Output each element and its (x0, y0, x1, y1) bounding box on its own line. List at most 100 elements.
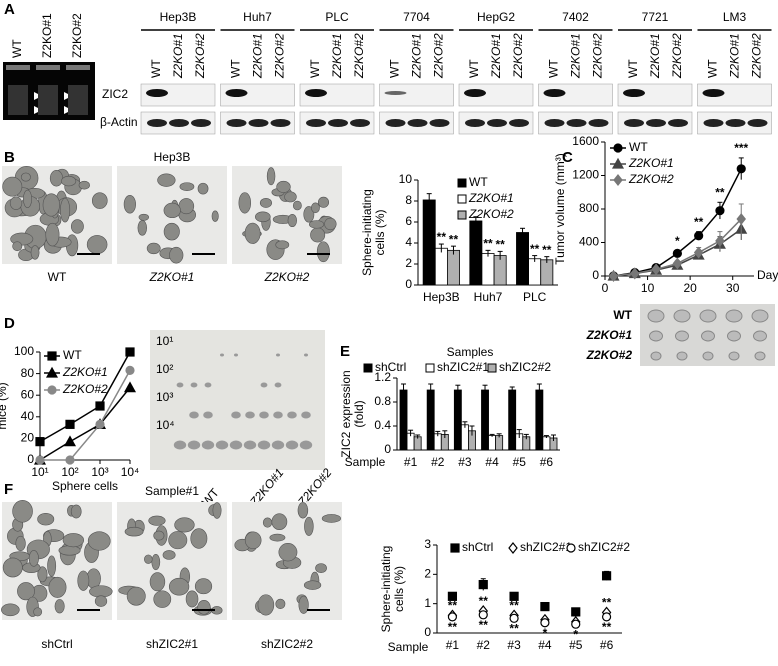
x-tick-label: #6 (600, 638, 614, 652)
bar (481, 389, 489, 451)
panel-label: F (4, 481, 13, 498)
marker (35, 437, 45, 447)
y-tick-label: 10 (399, 172, 413, 186)
significance: * (543, 603, 548, 617)
gel-smear (8, 85, 28, 115)
sphere (77, 570, 90, 591)
tumor (276, 353, 280, 357)
tumor (753, 330, 767, 342)
photo-row-label: 10⁴ (156, 418, 175, 432)
cell-line-label: 7721 (642, 10, 669, 24)
sphere (275, 598, 286, 610)
sphere (238, 192, 252, 214)
bar (426, 389, 435, 451)
y-axis-label: (fold) (352, 400, 366, 427)
tumor (260, 382, 268, 388)
photo-row-label: 10¹ (156, 334, 173, 348)
tumor (203, 411, 213, 419)
y-tick-label: 400 (579, 235, 599, 249)
marker (45, 366, 59, 378)
cell-line-label: 7704 (403, 10, 430, 24)
marker (608, 270, 619, 282)
tumor (287, 411, 297, 419)
photo-caption: Z2KO#1 (149, 270, 195, 284)
lane-label: WT (149, 59, 163, 78)
marker (693, 246, 704, 259)
y-tick-label: 1200 (572, 168, 599, 182)
lane-label: Z2KO#2 (193, 33, 207, 79)
actin-band (646, 119, 666, 127)
sphere (137, 220, 147, 236)
tumor (701, 330, 715, 342)
sphere (12, 500, 33, 523)
panel-label: E (340, 343, 350, 360)
lane-label: WT (547, 59, 561, 78)
tumor (650, 351, 662, 361)
marker (630, 267, 640, 280)
sphere (86, 235, 108, 254)
lane-label: Z2KO#1 (171, 33, 185, 79)
photo-caption: shZIC2#1 (146, 637, 198, 651)
x-tick-label: 0 (602, 281, 609, 295)
gel-smear (38, 85, 58, 115)
photo-row-label: 10³ (156, 390, 173, 404)
actin-band (169, 119, 189, 127)
lane-label: Z2KO#2 (670, 33, 684, 79)
significance: ** (449, 232, 459, 246)
sphere (157, 173, 176, 187)
y-tick-label: 0 (384, 442, 391, 456)
actin-band (487, 119, 507, 127)
sphere (60, 197, 71, 223)
actin-band (191, 119, 211, 127)
sphere (317, 196, 330, 208)
zic2-band (702, 89, 725, 97)
sphere (37, 566, 48, 583)
sphere (78, 180, 90, 190)
x-tick-label: #3 (507, 638, 521, 652)
sphere (149, 572, 166, 592)
actin-band (668, 119, 688, 127)
x-tick-label: #4 (485, 455, 499, 469)
tumor (728, 351, 740, 361)
sphere (47, 555, 57, 577)
marker (613, 174, 623, 186)
x-tick-label: 10⁴ (121, 465, 140, 479)
photo-row-label: 10² (156, 362, 173, 376)
actin-band (147, 119, 167, 127)
tumor (229, 440, 243, 450)
tumor (301, 411, 311, 419)
tumor (649, 330, 663, 342)
sphere (197, 182, 209, 195)
lane-label: Z2KO#2 (273, 33, 287, 79)
tumor (231, 411, 241, 419)
marker (601, 571, 612, 581)
sphere (58, 545, 81, 556)
lane-label: Z2KO#1 (648, 33, 662, 79)
panel-label: B (4, 149, 15, 166)
y-axis-label: Sphere-initiating (379, 546, 393, 633)
sphere (316, 241, 330, 263)
marker (447, 612, 458, 622)
tumor (173, 440, 187, 450)
legend-label: shCtrl (462, 540, 493, 554)
x-tick-label: #6 (540, 455, 554, 469)
tumor (274, 382, 282, 388)
panel-label: D (4, 315, 15, 332)
sphere (276, 180, 291, 193)
significance: * (675, 234, 680, 248)
significance: ** (694, 215, 704, 229)
legend-label: Z2KO#1 (628, 156, 674, 170)
marker (571, 607, 581, 617)
lane-label: WT (388, 59, 402, 78)
sphere (197, 599, 211, 615)
marker (95, 419, 105, 429)
y-tick-label: 4 (405, 235, 412, 249)
marker (125, 365, 135, 375)
lane-label: Z2KO#1 (489, 33, 503, 79)
zic2-band (464, 89, 486, 97)
marker (694, 231, 704, 241)
sphere (271, 513, 288, 531)
sphere (297, 502, 309, 519)
tumor (751, 309, 769, 323)
